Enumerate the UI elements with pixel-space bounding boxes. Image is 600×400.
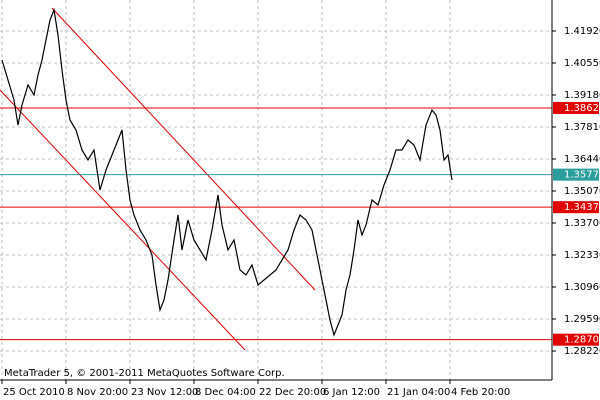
trendline (0, 89, 246, 351)
price-line (1, 7, 453, 337)
x-tick-label: 6 Jan 12:00 (323, 387, 380, 398)
x-tick-label: 25 Oct 2010 (3, 387, 65, 398)
x-tick-label: 8 Dec 04:00 (195, 387, 256, 398)
level-label: 1.38626 (564, 103, 600, 114)
x-tick-label: 22 Dec 20:00 (259, 387, 326, 398)
level-label-box (553, 101, 599, 114)
trendline (51, 7, 316, 291)
y-tick-label: 1.28220 (564, 346, 600, 357)
y-tick-label: 1.40550 (564, 58, 600, 69)
x-tick-label: 23 Nov 12:00 (131, 387, 198, 398)
x-tick-label: 8 Nov 20:00 (67, 387, 128, 398)
x-tick-label: 4 Feb 20:00 (451, 387, 510, 398)
y-tick-label: 1.39180 (564, 90, 600, 101)
x-tick-label: 21 Jan 04:00 (387, 387, 450, 398)
level-label-box (553, 168, 599, 181)
y-tick-label: 1.29590 (564, 314, 600, 325)
y-tick-label: 1.41920 (564, 26, 600, 37)
level-label: 1.28705 (564, 335, 600, 346)
y-tick-label: 1.33700 (564, 218, 600, 229)
y-tick-label: 1.30960 (564, 282, 600, 293)
y-tick-label: 1.32330 (564, 250, 600, 261)
y-tick-label: 1.36440 (564, 154, 600, 165)
level-label-box (553, 333, 599, 346)
y-tick-label: 1.37810 (564, 122, 600, 133)
annotation: MetaTrader 5, © 2001-2011 MetaQuotes Sof… (4, 368, 285, 379)
y-tick-label: 1.35070 (564, 186, 600, 197)
level-label-box (553, 201, 599, 214)
level-label: 1.34378 (564, 202, 600, 213)
